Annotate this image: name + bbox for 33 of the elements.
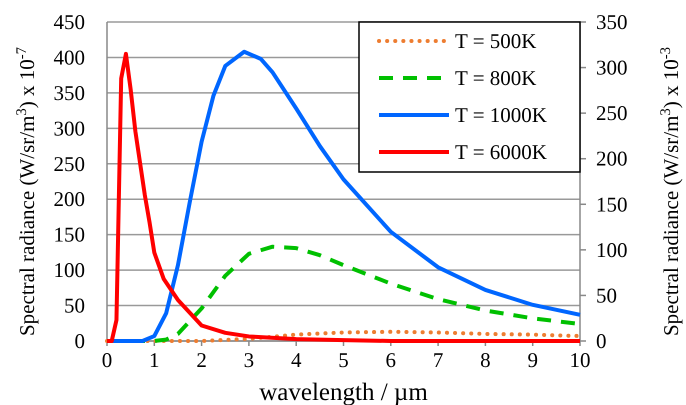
y-tick-label: 450 xyxy=(54,10,85,34)
x-tick-label: 8 xyxy=(480,348,491,372)
x-tick-label: 1 xyxy=(149,348,160,372)
y-tick-label: 200 xyxy=(54,187,85,212)
legend-label: T = 800K xyxy=(455,66,536,90)
y-tick-label: 400 xyxy=(54,45,85,70)
x-tick-label: 7 xyxy=(432,348,444,372)
y-tick-label: 100 xyxy=(54,258,85,282)
x-tick-label: 9 xyxy=(527,348,538,372)
x-tick-label: 3 xyxy=(244,348,254,372)
y-tick-label: 350 xyxy=(54,80,85,105)
y2-tick-label: 200 xyxy=(596,146,628,171)
y2-tick-label: 300 xyxy=(596,56,628,80)
y2-tick-label: 0 xyxy=(596,329,606,353)
x-tick-label: 4 xyxy=(290,348,302,372)
y-tick-label: 150 xyxy=(54,222,85,247)
x-tick-label: 10 xyxy=(570,348,590,372)
y-tick-label: 50 xyxy=(64,294,85,318)
x-tick-label: 5 xyxy=(338,348,349,372)
y-tick-label: 250 xyxy=(54,152,85,176)
y2-tick-label: 100 xyxy=(596,238,628,262)
legend-label: T = 500K xyxy=(455,29,536,53)
y-tick-label: 300 xyxy=(54,116,85,140)
y2-tick-label: 250 xyxy=(596,101,628,126)
y-tick-label: 0 xyxy=(74,329,85,353)
x-tick-label: 2 xyxy=(196,348,207,372)
y2-tick-label: 50 xyxy=(596,283,617,308)
y2-tick-label: 150 xyxy=(596,192,628,216)
x-tick-label: 0 xyxy=(102,348,112,372)
x-tick-label: 6 xyxy=(386,348,396,372)
legend-label: T = 1000K xyxy=(455,103,547,127)
legend-label: T = 6000K xyxy=(455,140,547,164)
y2-tick-label: 350 xyxy=(596,10,628,34)
